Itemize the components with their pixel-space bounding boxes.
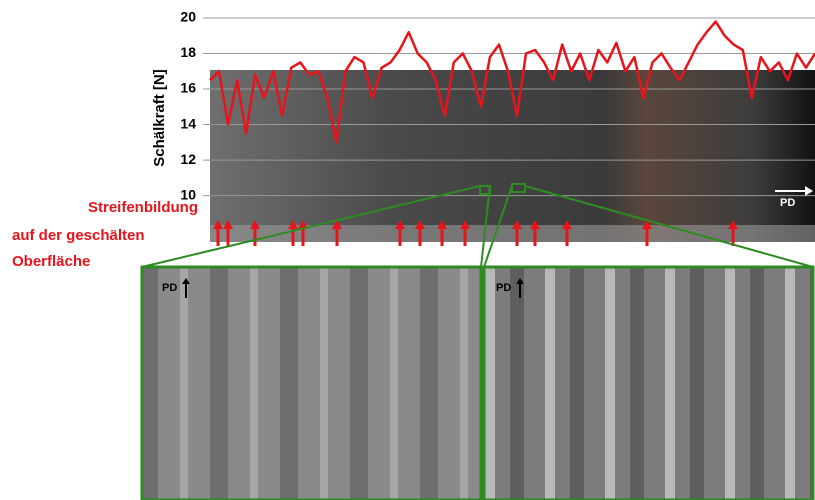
stripe-arrowhead	[395, 220, 405, 229]
direction-label: PD	[162, 282, 177, 294]
zoom-connectors	[141, 183, 814, 268]
stripe-arrowhead	[332, 220, 342, 229]
stripe-arrowhead	[415, 220, 425, 229]
y-tick-label: 18	[180, 44, 196, 60]
sem-image-right	[482, 265, 815, 500]
stripe-arrowhead	[288, 220, 298, 229]
stripe-arrowhead	[460, 220, 470, 229]
stripe-arrowhead	[642, 220, 652, 229]
stripe-arrowhead	[530, 220, 540, 229]
stripe-arrowhead	[512, 220, 522, 229]
direction-label: PD	[780, 197, 795, 209]
stripe-arrowhead	[223, 220, 233, 229]
annotation: Streifenbildung	[88, 199, 198, 216]
stripe-arrowhead	[250, 220, 260, 229]
y-tick-label: 20	[180, 9, 196, 25]
photo-edge	[210, 225, 815, 242]
stripe-arrowhead	[562, 220, 572, 229]
annotation: Oberfläche	[12, 253, 90, 270]
y-tick-label: 16	[180, 80, 196, 96]
stripe-arrowhead	[213, 220, 223, 229]
y-tick-label: 12	[180, 151, 196, 167]
y-tick-label: 10	[180, 186, 196, 202]
data-line	[209, 20, 815, 144]
sem-image-left	[140, 265, 483, 500]
y-axis-label: Schälkraft [N]	[151, 69, 168, 167]
stripe-arrowhead	[437, 220, 447, 229]
direction-arrowhead	[516, 278, 524, 284]
stripe-arrowhead	[298, 220, 308, 229]
direction-arrowhead	[805, 186, 813, 196]
stripe-arrowhead	[728, 220, 738, 229]
direction-arrowhead	[182, 278, 190, 284]
annotation: auf der geschälten	[12, 227, 145, 244]
direction-label: PD	[496, 282, 511, 294]
y-tick-label: 14	[180, 115, 196, 131]
